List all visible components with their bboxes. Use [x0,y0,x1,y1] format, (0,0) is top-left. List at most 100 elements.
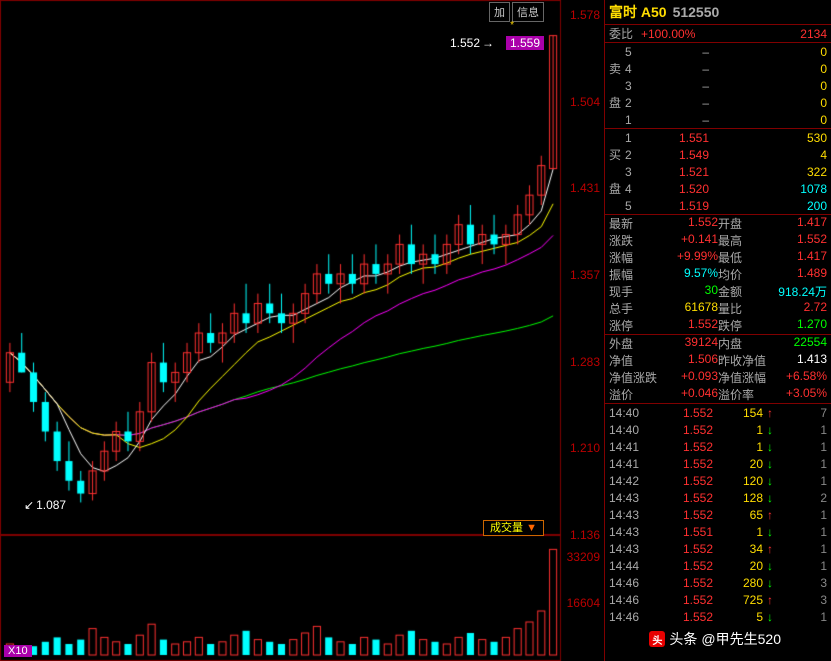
tick-arrow-icon: ↓ [763,474,777,488]
weibi-val: 2134 [767,27,827,41]
volume-chart[interactable] [0,535,605,661]
tick-volume: 120 [713,474,763,488]
stock-code: 512550 [673,4,720,20]
title-row: 富时 A50 512550 [605,0,831,25]
x10-label: X10 [4,645,32,657]
tick-ext: 1 [777,440,827,454]
tick-arrow-icon: ↓ [763,610,777,624]
tick-ext: 1 [777,508,827,522]
info-value: 1.489 [750,266,827,283]
info-value: 1.417 [750,249,827,266]
info-label: 溢价 [609,386,641,403]
tick-arrow-icon: ↓ [763,491,777,505]
order-price: – [639,62,709,76]
order-row: 5 1.519 200 [605,197,831,214]
tick-list[interactable]: 14:40 1.552 154 ↑ 714:40 1.552 1 ↓ 114:4… [605,404,831,661]
tick-ext: 1 [777,457,827,471]
info-label: 昨收净值 [718,352,774,369]
candlestick-chart[interactable] [0,0,605,535]
tick-row: 14:44 1.552 20 ↓ 1 [605,557,831,574]
tick-time: 14:41 [609,457,653,471]
order-volume: 1078 [709,182,827,196]
info-value: 1.417 [750,215,827,232]
info-value: 9.57% [641,266,718,283]
tick-row: 14:41 1.552 1 ↓ 1 [605,438,831,455]
sell-orders: 5 – 0卖 4 – 0 3 – 0盘 2 – 0 1 – 0 [605,43,831,129]
info-label: 振幅 [609,266,641,283]
vol-axis-label: 16604 [567,596,600,610]
order-index: 2 [625,96,639,110]
info-label: 金额 [718,283,750,300]
tick-arrow-icon: ↑ [763,542,777,556]
tick-volume: 725 [713,593,763,607]
info-grid-2: 外盘 39124内盘 22554净值 1.506昨收净值 1.413净值涨跌 +… [605,335,831,404]
info-value: 918.24万 [750,283,827,300]
volume-button[interactable]: 成交量 ▼ [483,520,544,536]
tick-time: 14:43 [609,525,653,539]
order-index: 3 [625,79,639,93]
tick-row: 14:46 1.552 280 ↓ 3 [605,574,831,591]
tick-price: 1.552 [653,491,713,505]
tick-volume: 154 [713,406,763,420]
stock-name: 富时 A50 [609,2,667,22]
tick-arrow-icon: ↑ [763,593,777,607]
tick-row: 14:40 1.552 154 ↑ 7 [605,404,831,421]
info-label: 净值涨跌 [609,369,665,386]
y-axis-price: 1.578 [570,8,600,22]
info-row: 现手 30金额 918.24万 [605,283,831,300]
tick-row: 14:43 1.551 1 ↓ 1 [605,523,831,540]
weibi-row: 委比 +100.00% 2134 [605,25,831,43]
order-row: 盘 4 1.520 1078 [605,180,831,197]
tick-ext: 1 [777,423,827,437]
tick-price: 1.552 [653,440,713,454]
info-label: 涨幅 [609,249,641,266]
info-label: 均价 [718,266,750,283]
order-index: 1 [625,131,639,145]
info-label: 最高 [718,232,750,249]
info-row: 涨跌 +0.141最高 1.552 [605,232,831,249]
order-row: 买 2 1.549 4 [605,146,831,163]
y-axis-price: 1.431 [570,181,600,195]
tick-volume: 128 [713,491,763,505]
tick-time: 14:40 [609,406,653,420]
y-axis-price: 1.283 [570,355,600,369]
info-value: 1.413 [774,352,827,369]
tick-price: 1.552 [653,423,713,437]
order-index: 2 [625,148,639,162]
tick-arrow-icon: ↓ [763,576,777,590]
order-index: 5 [625,45,639,59]
tick-price: 1.552 [653,593,713,607]
tick-row: 14:46 1.552 725 ↑ 3 [605,591,831,608]
order-side-label: 卖 [609,60,625,77]
info-value: +9.99% [641,249,718,266]
buy-orders: 1 1.551 530买 2 1.549 4 3 1.521 322盘 4 1.… [605,129,831,215]
tick-volume: 34 [713,542,763,556]
info-grid-1: 最新 1.552开盘 1.417涨跌 +0.141最高 1.552涨幅 +9.9… [605,215,831,335]
order-volume: 4 [709,148,827,162]
order-row: 卖 4 – 0 [605,60,831,77]
chart-area[interactable]: 加 信息 * 1.559 1.552→ ↙1.087 成交量 ▼ X10 1.5… [0,0,605,661]
info-row: 最新 1.552开盘 1.417 [605,215,831,232]
order-volume: 0 [709,45,827,59]
watermark: 头 头条 @甲先生520 [649,629,781,649]
info-row: 溢价 +0.046溢价率 +3.05% [605,386,831,403]
info-label: 溢价率 [718,386,762,403]
order-row: 3 – 0 [605,77,831,94]
tick-price: 1.552 [653,559,713,573]
order-price: – [639,45,709,59]
info-label: 总手 [609,300,641,317]
y-axis-price: 1.136 [570,528,600,542]
tick-time: 14:46 [609,593,653,607]
info-row: 涨幅 +9.99%最低 1.417 [605,249,831,266]
order-index: 5 [625,199,639,213]
order-index: 4 [625,62,639,76]
tick-price: 1.552 [653,610,713,624]
tick-row: 14:43 1.552 34 ↑ 1 [605,540,831,557]
tick-ext: 1 [777,474,827,488]
tick-volume: 1 [713,440,763,454]
info-value: 1.552 [641,215,718,232]
volume-header: 成交量 ▼ [483,519,544,535]
tick-price: 1.552 [653,406,713,420]
tick-ext: 1 [777,542,827,556]
tick-volume: 20 [713,457,763,471]
